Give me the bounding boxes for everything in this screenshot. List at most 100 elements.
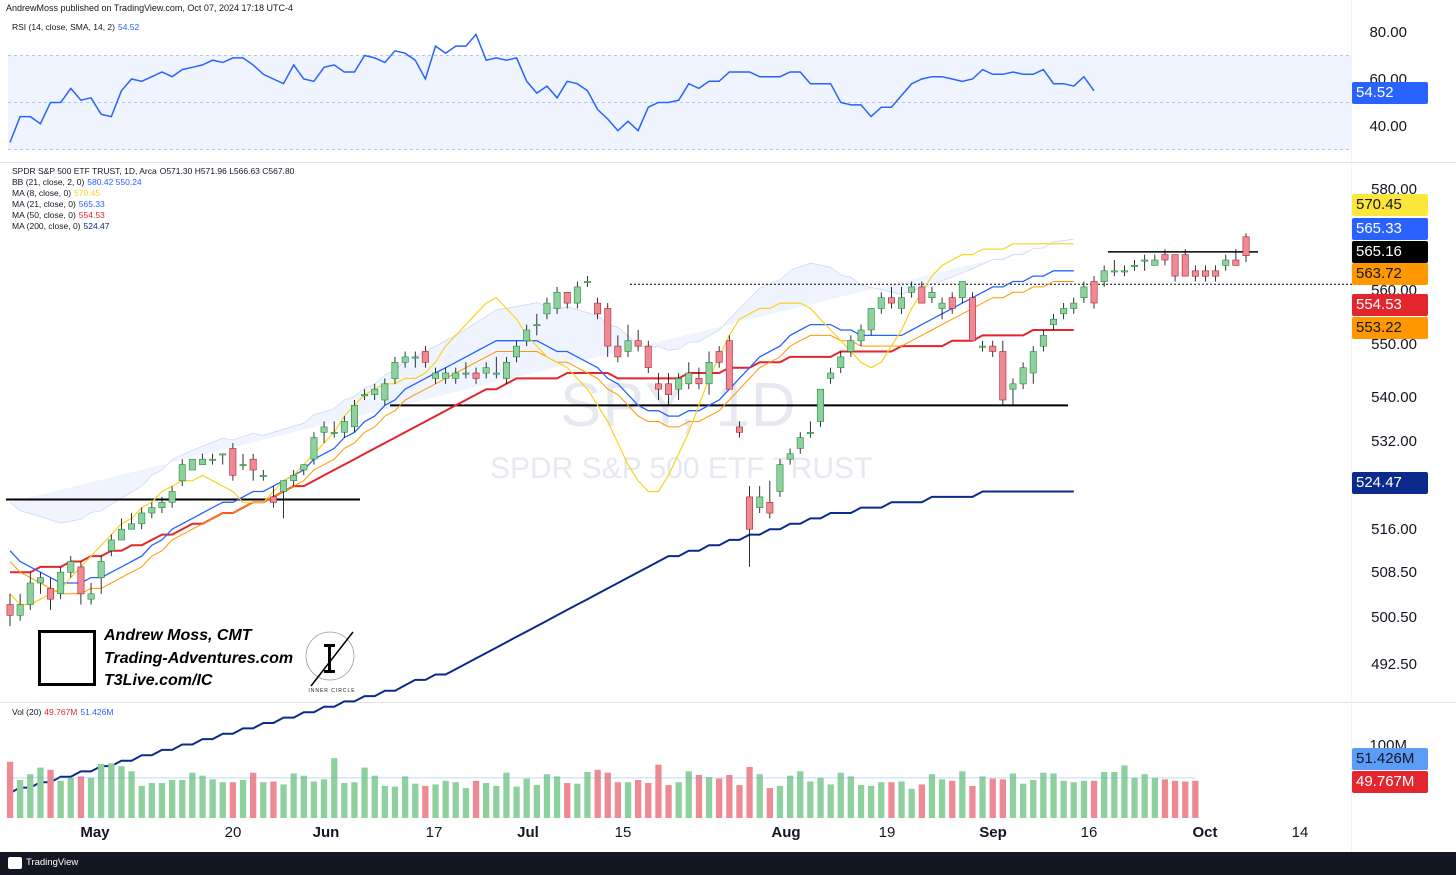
bb-basis-line xyxy=(9,281,1074,595)
candle xyxy=(1080,286,1088,298)
rsi-value-tag: 54.52 xyxy=(1352,82,1428,104)
volume-bar xyxy=(1070,782,1077,818)
volume-bar xyxy=(746,766,753,818)
candle xyxy=(796,437,804,449)
volume-bar xyxy=(57,780,64,818)
candle xyxy=(350,404,358,428)
volume-bar xyxy=(77,776,85,818)
candle xyxy=(685,372,693,385)
candle xyxy=(827,372,835,379)
volume-bar xyxy=(716,778,723,818)
volume-bar xyxy=(493,785,500,818)
volume-bar xyxy=(361,767,368,818)
volume-bar xyxy=(928,774,936,818)
candle xyxy=(1110,270,1118,273)
candle xyxy=(472,372,480,379)
volume-bar xyxy=(1161,779,1169,818)
volume-bar xyxy=(1030,780,1037,818)
volume-bar xyxy=(1050,773,1057,818)
candle xyxy=(47,588,55,600)
volume-bar xyxy=(908,788,915,818)
x-tick: 16 xyxy=(1080,824,1098,841)
candle xyxy=(502,361,510,379)
volume-bar xyxy=(736,785,743,818)
volume-bar xyxy=(635,780,642,818)
tradingview-logo-icon xyxy=(8,857,22,869)
volume-bar xyxy=(766,788,773,818)
candle xyxy=(158,501,166,508)
volume-bar xyxy=(472,780,480,818)
candle xyxy=(1121,270,1128,273)
inner-circle-seal: INNER CIRCLE xyxy=(303,628,359,698)
volume-bar xyxy=(918,784,925,818)
volume-bar xyxy=(584,772,591,818)
divider-axis xyxy=(1351,0,1352,852)
candle xyxy=(411,356,419,359)
candle xyxy=(867,308,875,331)
volume-bar xyxy=(17,780,24,818)
candle xyxy=(1232,259,1240,266)
tag-ma21: 565.33 xyxy=(1352,218,1428,240)
volume-bar xyxy=(250,772,257,818)
volume-bar xyxy=(239,780,247,818)
volume-bar xyxy=(1090,780,1098,818)
volume-legend[interactable]: Vol (20) 49.767M 51.426M xyxy=(12,707,114,717)
volume-bar xyxy=(898,781,905,818)
price-tick: 540.00 xyxy=(1371,389,1417,406)
rsi-legend-value: 54.52 xyxy=(117,22,140,32)
candle xyxy=(462,372,470,375)
candle xyxy=(300,464,308,471)
volume-bar xyxy=(219,782,226,818)
candle xyxy=(148,507,156,514)
volume-bar xyxy=(1020,783,1027,818)
volume-bar xyxy=(959,771,966,818)
footer-brand: TradingView xyxy=(26,857,79,868)
volume-bar xyxy=(138,785,145,818)
candle xyxy=(918,286,926,304)
tag-ma50: 554.53 xyxy=(1352,294,1428,316)
price-tick: 516.00 xyxy=(1371,521,1417,538)
candle xyxy=(239,464,247,467)
candle xyxy=(553,291,561,309)
rsi-tick-80: 80.00 xyxy=(1369,24,1407,41)
rsi-line xyxy=(9,32,1095,143)
candle xyxy=(452,372,460,379)
volume-bar xyxy=(1080,780,1088,818)
indicator-bb: BB (21, close, 2, 0) 580.42 550.24 xyxy=(12,177,142,187)
candle xyxy=(735,426,743,433)
volume-bar xyxy=(331,758,338,818)
volume-bar xyxy=(351,782,358,818)
volume-bar xyxy=(432,784,439,818)
indicator-ma8: MA (8, close, 0) 570.45 xyxy=(12,188,101,198)
volume-bar xyxy=(452,782,459,818)
rsi-legend-label: RSI (14, close, SMA, 14, 2) xyxy=(12,22,115,32)
rsi-legend[interactable]: RSI (14, close, SMA, 14, 2) 54.52 xyxy=(12,22,139,33)
candle xyxy=(614,345,622,358)
candle xyxy=(746,496,754,530)
volume-bar xyxy=(67,777,74,818)
candle xyxy=(776,464,784,492)
candle xyxy=(391,361,399,379)
chart-canvas[interactable] xyxy=(0,0,1352,852)
price-tick: 508.50 xyxy=(1371,564,1417,581)
candle xyxy=(1050,318,1058,325)
candle xyxy=(371,388,379,395)
main-legend[interactable]: SPDR S&P 500 ETF TRUST, 1D, Arca O571.30 … xyxy=(12,166,294,232)
symbol-title: SPDR S&P 500 ETF TRUST, 1D, Arca xyxy=(12,166,157,176)
volume-bar xyxy=(878,782,885,818)
volume-bar xyxy=(412,783,419,818)
candle xyxy=(401,356,409,363)
candle xyxy=(725,340,733,390)
volume-bar xyxy=(189,772,196,818)
volume-bar xyxy=(645,783,652,818)
volume-bar xyxy=(888,782,895,818)
volume-bar xyxy=(857,785,865,818)
volume-bar xyxy=(756,774,763,818)
volume-bar xyxy=(98,764,105,818)
publisher-header: AndrewMoss published on TradingView.com,… xyxy=(6,3,293,13)
volume-bar xyxy=(807,781,814,818)
candle xyxy=(442,372,450,379)
candle xyxy=(563,291,571,304)
candle xyxy=(513,345,521,358)
volume-bar xyxy=(564,783,571,818)
